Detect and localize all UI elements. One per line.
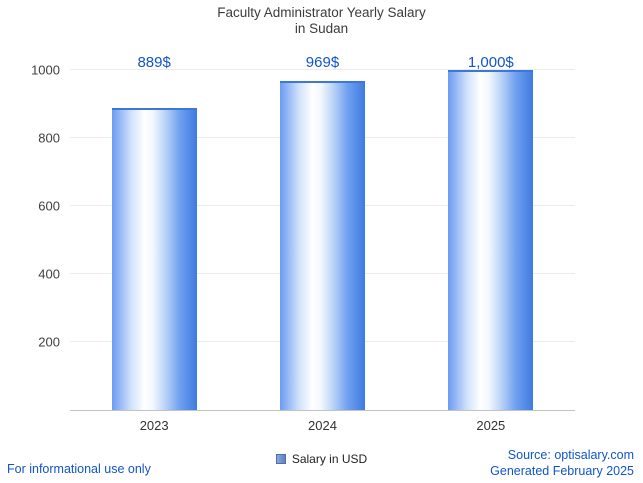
gridline (70, 69, 575, 70)
y-axis-tick-label: 200 (38, 334, 60, 350)
generated-text: Generated February 2025 (490, 464, 634, 478)
plot-area: 200 400 600 800 1000 889$ 2023 969$ 2024 1,000$ 20… (31, 54, 575, 433)
y-axis-tick-label: 600 (38, 198, 60, 214)
source-text[interactable]: Source: optisalary.com (507, 448, 634, 462)
chart-title: Faculty Administrator Yearly Salary in S… (0, 5, 643, 37)
bar-value-label: 969$ (305, 54, 340, 71)
bar-value-label: 1,000$ (467, 54, 514, 71)
x-axis-tick-label: 2023 (139, 418, 169, 433)
x-axis-tick-label: 2024 (308, 418, 337, 433)
y-axis-tick-label: 1000 (31, 62, 60, 78)
x-axis-tick-label: 2025 (476, 418, 506, 433)
y-axis-tick-label: 400 (38, 266, 60, 282)
legend: Salary in USD (0, 452, 643, 466)
chart-title-line1: Faculty Administrator Yearly Salary (217, 5, 426, 20)
disclaimer-text: For informational use only (7, 462, 151, 476)
legend-label: Salary in USD (291, 452, 368, 466)
bar-value-label: 889$ (137, 54, 171, 71)
bar-2023 (111, 107, 197, 410)
source-info: Source: optisalary.com Generated Februar… (490, 447, 634, 479)
bar-2024 (280, 80, 365, 410)
y-axis-tick-label: 800 (38, 130, 60, 146)
chart-title-line2: in Sudan (294, 21, 349, 36)
bar-2025 (448, 70, 534, 410)
legend-swatch-icon (275, 454, 286, 464)
